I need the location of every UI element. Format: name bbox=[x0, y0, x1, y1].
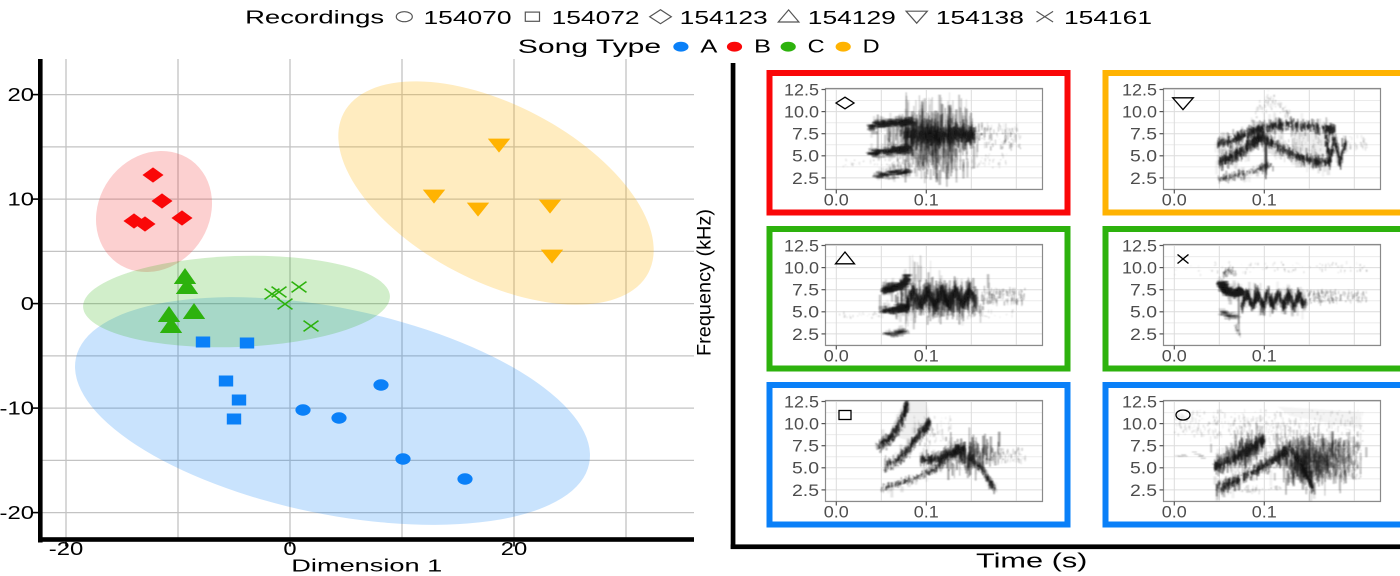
svg-text:7.5: 7.5 bbox=[1130, 282, 1157, 300]
svg-text:5.0: 5.0 bbox=[792, 304, 819, 322]
svg-text:0.0: 0.0 bbox=[824, 503, 849, 521]
svg-text:7.5: 7.5 bbox=[792, 438, 819, 456]
svg-text:12.5: 12.5 bbox=[1122, 237, 1157, 255]
svg-text:2.5: 2.5 bbox=[792, 482, 819, 500]
svg-text:0.0: 0.0 bbox=[1162, 191, 1187, 209]
svg-text:154161: 154161 bbox=[1064, 8, 1152, 28]
svg-text:10.0: 10.0 bbox=[1122, 104, 1157, 122]
svg-text:0.1: 0.1 bbox=[914, 191, 939, 209]
svg-text:154129: 154129 bbox=[808, 8, 896, 28]
svg-text:5.0: 5.0 bbox=[1130, 304, 1157, 322]
svg-text:0.1: 0.1 bbox=[1252, 503, 1277, 521]
svg-text:20: 20 bbox=[8, 85, 35, 105]
svg-text:B: B bbox=[754, 36, 771, 57]
svg-text:-20: -20 bbox=[0, 503, 34, 523]
svg-text:7.5: 7.5 bbox=[792, 126, 819, 144]
svg-text:0.1: 0.1 bbox=[914, 347, 939, 365]
svg-text:-10: -10 bbox=[0, 399, 34, 419]
svg-text:12.5: 12.5 bbox=[784, 81, 819, 99]
svg-text:0.1: 0.1 bbox=[1252, 347, 1277, 365]
svg-text:C: C bbox=[808, 36, 825, 57]
svg-text:7.5: 7.5 bbox=[792, 282, 819, 300]
svg-text:10.0: 10.0 bbox=[784, 104, 819, 122]
svg-text:154072: 154072 bbox=[552, 8, 640, 28]
svg-text:0: 0 bbox=[21, 294, 34, 314]
svg-text:154138: 154138 bbox=[936, 8, 1024, 28]
svg-text:0.0: 0.0 bbox=[1162, 347, 1187, 365]
svg-text:10.0: 10.0 bbox=[1122, 416, 1157, 434]
svg-text:12.5: 12.5 bbox=[1122, 81, 1157, 99]
svg-text:Song Type: Song Type bbox=[518, 36, 661, 58]
svg-text:0.0: 0.0 bbox=[1162, 503, 1187, 521]
svg-text:0: 0 bbox=[283, 539, 296, 559]
svg-text:5.0: 5.0 bbox=[1130, 460, 1157, 478]
svg-text:7.5: 7.5 bbox=[1130, 438, 1157, 456]
svg-text:0.1: 0.1 bbox=[914, 503, 939, 521]
svg-text:Frequency (kHz): Frequency (kHz) bbox=[694, 209, 716, 356]
svg-text:A: A bbox=[700, 36, 718, 57]
svg-text:2.5: 2.5 bbox=[1130, 482, 1157, 500]
svg-text:2.5: 2.5 bbox=[792, 326, 819, 344]
svg-text:12.5: 12.5 bbox=[784, 237, 819, 255]
svg-text:10.0: 10.0 bbox=[784, 416, 819, 434]
svg-text:Dimension 1: Dimension 1 bbox=[291, 556, 442, 576]
svg-text:20: 20 bbox=[501, 539, 528, 559]
svg-text:0.1: 0.1 bbox=[1252, 191, 1277, 209]
svg-text:5.0: 5.0 bbox=[792, 460, 819, 478]
svg-text:D: D bbox=[863, 36, 880, 57]
svg-text:0.0: 0.0 bbox=[824, 191, 849, 209]
svg-text:10: 10 bbox=[8, 190, 35, 210]
svg-text:Time (s): Time (s) bbox=[976, 550, 1087, 572]
svg-text:154070: 154070 bbox=[424, 8, 512, 28]
svg-text:-20: -20 bbox=[49, 539, 84, 559]
svg-text:2.5: 2.5 bbox=[792, 170, 819, 188]
svg-text:5.0: 5.0 bbox=[1130, 148, 1157, 166]
svg-text:12.5: 12.5 bbox=[784, 393, 819, 411]
svg-text:12.5: 12.5 bbox=[1122, 393, 1157, 411]
svg-text:2.5: 2.5 bbox=[1130, 170, 1157, 188]
svg-text:154123: 154123 bbox=[680, 8, 768, 28]
svg-text:0.0: 0.0 bbox=[824, 347, 849, 365]
svg-text:10.0: 10.0 bbox=[1122, 260, 1157, 278]
svg-text:Recordings: Recordings bbox=[245, 7, 384, 27]
svg-text:10.0: 10.0 bbox=[784, 260, 819, 278]
svg-text:5.0: 5.0 bbox=[792, 148, 819, 166]
svg-text:2.5: 2.5 bbox=[1130, 326, 1157, 344]
svg-text:7.5: 7.5 bbox=[1130, 126, 1157, 144]
